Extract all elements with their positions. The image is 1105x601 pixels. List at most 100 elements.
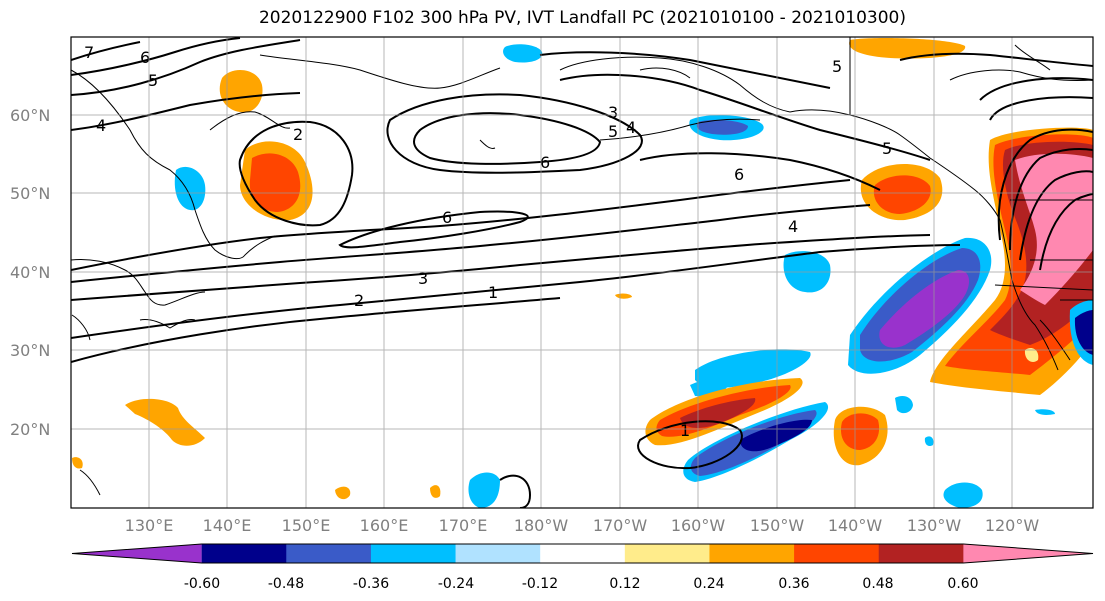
shading-blob bbox=[873, 175, 931, 214]
colorbar-extend-low bbox=[72, 544, 202, 563]
contour-label: 2 bbox=[354, 291, 364, 310]
pv-contour bbox=[559, 73, 931, 161]
pv-contour bbox=[71, 92, 301, 131]
pv-contour bbox=[539, 51, 831, 89]
shading-blob bbox=[615, 293, 632, 299]
coastline bbox=[71, 259, 206, 306]
coastline bbox=[789, 109, 931, 159]
shading-blob bbox=[895, 396, 913, 414]
contour-label: 5 bbox=[148, 71, 158, 90]
contour-labels: 7 6 5 4 2 3 4 5 6 6 5 6 4 3 2 1 1 5 bbox=[84, 43, 892, 440]
contour-label: 1 bbox=[680, 421, 690, 440]
shading-blob bbox=[1074, 310, 1093, 355]
pv-contour bbox=[71, 39, 301, 96]
contour-label: 5 bbox=[882, 139, 892, 158]
pv-contour bbox=[386, 93, 643, 174]
contour-label: 4 bbox=[626, 118, 636, 137]
coastline-layer bbox=[71, 37, 1093, 496]
lat-label: 40°N bbox=[10, 263, 50, 282]
coastline bbox=[949, 69, 1093, 81]
contour-label: 7 bbox=[84, 43, 94, 62]
contour-label: 2 bbox=[293, 125, 303, 144]
shading-blob bbox=[943, 482, 983, 508]
lat-label: 60°N bbox=[10, 106, 50, 125]
pv-contour bbox=[338, 210, 529, 249]
shading-blob bbox=[924, 436, 934, 447]
contour-label: 1 bbox=[488, 283, 498, 302]
colorbar-extend-high bbox=[963, 544, 1093, 563]
lon-label: 120°W bbox=[985, 516, 1040, 535]
pv-contour bbox=[71, 244, 961, 339]
pv-contour bbox=[979, 77, 1093, 101]
coastline bbox=[209, 111, 291, 131]
colorbar-segment bbox=[624, 544, 710, 563]
contour-label: 6 bbox=[442, 208, 452, 227]
colorbar-tick-label: -0.48 bbox=[268, 576, 304, 592]
colorbar-tick-label: -0.60 bbox=[184, 576, 220, 592]
pv-contour bbox=[1039, 193, 1093, 271]
shading-blob bbox=[849, 38, 966, 59]
coastline bbox=[79, 469, 101, 496]
pv-contour bbox=[899, 52, 1093, 67]
pv-contour bbox=[637, 420, 743, 470]
shading-blob bbox=[503, 44, 543, 63]
contour-label: 4 bbox=[788, 217, 798, 236]
shading-blob bbox=[696, 119, 748, 135]
shading-blob bbox=[125, 398, 205, 446]
lon-label: 150°E bbox=[282, 516, 331, 535]
lat-label: 30°N bbox=[10, 341, 50, 360]
lon-label: 160°E bbox=[360, 516, 409, 535]
pv-contour bbox=[997, 128, 1093, 241]
shading-blob bbox=[219, 69, 263, 113]
pv-contour bbox=[71, 297, 561, 363]
coastline bbox=[259, 54, 501, 89]
coastline bbox=[559, 56, 791, 113]
shading-blob bbox=[468, 472, 500, 508]
shading-blob bbox=[840, 413, 880, 450]
shading-blob bbox=[249, 153, 301, 212]
coastline bbox=[479, 139, 496, 149]
lon-label: 160°W bbox=[671, 516, 726, 535]
colorbar-tick-label: 0.36 bbox=[778, 576, 809, 592]
colorbar-segment bbox=[201, 544, 287, 563]
colorbar-segment bbox=[286, 544, 372, 563]
coastline bbox=[599, 118, 761, 141]
lon-label: 130°E bbox=[125, 516, 174, 535]
lon-label: 130°W bbox=[907, 516, 962, 535]
colorbar-segment bbox=[709, 544, 795, 563]
colorbar-tick-label: 0.60 bbox=[947, 576, 978, 592]
contour-label: 6 bbox=[734, 165, 744, 184]
colorbar-segment bbox=[455, 544, 541, 563]
lon-label: 170°W bbox=[593, 516, 648, 535]
coastline bbox=[71, 314, 91, 341]
colorbar-segment bbox=[878, 544, 964, 563]
colorbar-tick-label: -0.24 bbox=[438, 576, 474, 592]
contour-label: 3 bbox=[608, 103, 618, 122]
contour-label: 4 bbox=[96, 116, 106, 135]
pv-contour bbox=[1019, 170, 1093, 261]
pv-contour bbox=[71, 234, 931, 301]
colorbar-outline bbox=[71, 543, 1094, 564]
pv-contour bbox=[238, 120, 354, 227]
coastline bbox=[999, 219, 1059, 371]
shading-blob bbox=[1024, 348, 1039, 362]
lon-label: 180°W bbox=[514, 516, 569, 535]
colorbar-segment bbox=[370, 544, 457, 563]
lon-label: 140°W bbox=[828, 516, 883, 535]
shading-blob bbox=[1015, 153, 1093, 305]
contour-label: 6 bbox=[540, 153, 550, 172]
shading-blob bbox=[72, 457, 83, 469]
colorbar-tick-label: 0.48 bbox=[862, 576, 893, 592]
coastline bbox=[994, 284, 1093, 291]
pv-contour bbox=[71, 37, 241, 76]
contour-label: 6 bbox=[140, 48, 150, 67]
coastline bbox=[1014, 44, 1051, 71]
map-frame bbox=[70, 36, 1094, 509]
shading-blob bbox=[335, 486, 351, 500]
coastline bbox=[71, 69, 196, 211]
shading-blob bbox=[174, 166, 206, 211]
coastline bbox=[639, 67, 691, 79]
lat-label: 20°N bbox=[10, 420, 50, 439]
contour-label: 5 bbox=[832, 57, 842, 76]
